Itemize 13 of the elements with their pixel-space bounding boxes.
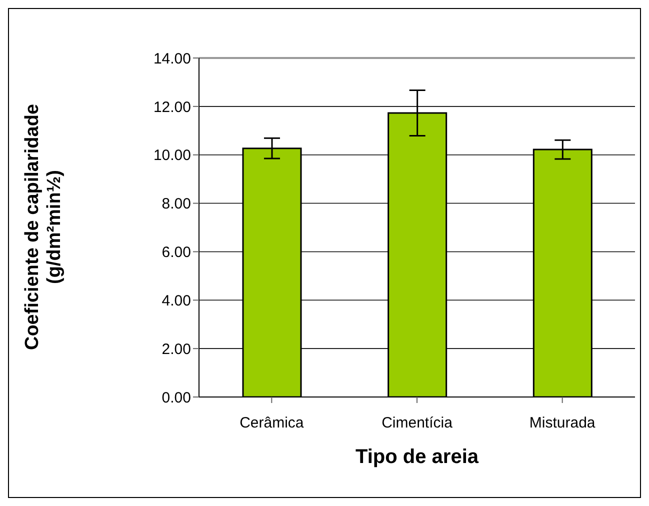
y-axis-title: Coeficiente de capilaridade (g/dm²min½): [22, 104, 65, 350]
y-tick-label: 8.00: [162, 196, 191, 213]
x-tick-label: Misturada: [529, 414, 596, 432]
x-axis-title: Tipo de areia: [355, 446, 480, 468]
x-tick-label: Cimentícia: [382, 414, 454, 432]
y-tick-label: 10.00: [153, 147, 191, 164]
y-tick-label: 2.00: [162, 340, 191, 358]
y-tick-label: 6.00: [162, 244, 191, 262]
y-tick-label: 4.00: [162, 292, 191, 310]
y-tick-label: 12.00: [153, 98, 191, 116]
y-tick-label: 14.00: [153, 50, 191, 68]
x-tick-label: Cerâmica: [240, 414, 304, 432]
y-tick-label: 0.00: [162, 389, 191, 406]
